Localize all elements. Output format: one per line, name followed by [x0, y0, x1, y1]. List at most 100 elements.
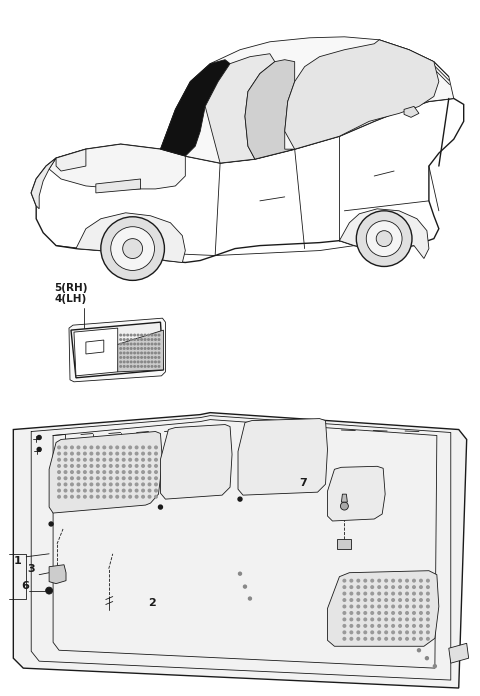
- Circle shape: [357, 618, 360, 621]
- Circle shape: [155, 361, 156, 363]
- Circle shape: [413, 612, 415, 615]
- Circle shape: [141, 339, 143, 340]
- Circle shape: [58, 496, 60, 498]
- Polygon shape: [31, 98, 464, 262]
- Circle shape: [357, 612, 360, 615]
- Circle shape: [134, 343, 135, 345]
- Circle shape: [385, 592, 387, 595]
- Circle shape: [109, 459, 112, 461]
- Circle shape: [103, 459, 106, 461]
- Circle shape: [357, 606, 360, 608]
- Polygon shape: [74, 328, 118, 376]
- Circle shape: [58, 477, 60, 480]
- Circle shape: [366, 221, 402, 257]
- Circle shape: [249, 597, 252, 600]
- Circle shape: [399, 638, 401, 640]
- Circle shape: [155, 339, 156, 340]
- Text: 6: 6: [21, 580, 29, 591]
- Circle shape: [71, 483, 73, 486]
- Text: 3: 3: [27, 564, 35, 574]
- Circle shape: [84, 483, 86, 486]
- Circle shape: [364, 599, 367, 601]
- Circle shape: [64, 465, 67, 467]
- Circle shape: [96, 465, 99, 467]
- Circle shape: [131, 348, 132, 349]
- Circle shape: [129, 446, 132, 449]
- Circle shape: [122, 489, 125, 492]
- Circle shape: [364, 618, 367, 621]
- Circle shape: [350, 579, 353, 582]
- Circle shape: [158, 356, 160, 358]
- Circle shape: [343, 599, 346, 601]
- Circle shape: [343, 638, 346, 640]
- Circle shape: [58, 489, 60, 492]
- Circle shape: [137, 361, 139, 363]
- Circle shape: [420, 612, 422, 615]
- Circle shape: [116, 446, 119, 449]
- Circle shape: [413, 631, 415, 633]
- Circle shape: [141, 348, 143, 349]
- Polygon shape: [160, 60, 230, 156]
- Circle shape: [148, 365, 149, 367]
- Circle shape: [406, 592, 408, 595]
- Circle shape: [144, 352, 146, 354]
- Circle shape: [378, 624, 381, 627]
- Circle shape: [356, 211, 412, 267]
- Circle shape: [427, 638, 429, 640]
- Circle shape: [385, 606, 387, 608]
- Circle shape: [158, 365, 160, 367]
- Circle shape: [103, 465, 106, 467]
- Circle shape: [378, 599, 381, 601]
- Circle shape: [90, 470, 93, 473]
- Circle shape: [137, 365, 139, 367]
- Polygon shape: [49, 144, 185, 189]
- Circle shape: [111, 227, 155, 271]
- Circle shape: [77, 483, 80, 486]
- Circle shape: [406, 631, 408, 633]
- Circle shape: [343, 624, 346, 627]
- Circle shape: [109, 483, 112, 486]
- Circle shape: [151, 356, 153, 358]
- Circle shape: [427, 599, 429, 601]
- Circle shape: [148, 446, 151, 449]
- Circle shape: [385, 579, 387, 582]
- Circle shape: [120, 356, 121, 358]
- Circle shape: [71, 446, 73, 449]
- Circle shape: [385, 618, 387, 621]
- Circle shape: [137, 343, 139, 345]
- Circle shape: [135, 483, 138, 486]
- Circle shape: [155, 470, 157, 473]
- Circle shape: [64, 452, 67, 455]
- Circle shape: [155, 348, 156, 349]
- Polygon shape: [327, 571, 439, 647]
- Circle shape: [155, 477, 157, 480]
- Circle shape: [64, 459, 67, 461]
- Circle shape: [148, 356, 149, 358]
- Circle shape: [142, 489, 144, 492]
- Circle shape: [378, 579, 381, 582]
- Circle shape: [350, 606, 353, 608]
- Circle shape: [96, 483, 99, 486]
- Circle shape: [371, 612, 373, 615]
- Circle shape: [120, 352, 121, 354]
- Circle shape: [46, 587, 53, 594]
- Circle shape: [420, 631, 422, 633]
- Circle shape: [385, 624, 387, 627]
- Circle shape: [151, 352, 153, 354]
- Circle shape: [392, 624, 395, 627]
- Circle shape: [357, 638, 360, 640]
- Circle shape: [129, 459, 132, 461]
- Circle shape: [399, 579, 401, 582]
- Circle shape: [109, 452, 112, 455]
- Circle shape: [90, 452, 93, 455]
- Circle shape: [350, 592, 353, 595]
- Circle shape: [158, 348, 160, 349]
- Circle shape: [420, 624, 422, 627]
- Circle shape: [131, 365, 132, 367]
- Circle shape: [49, 522, 53, 526]
- Circle shape: [155, 483, 157, 486]
- Circle shape: [427, 586, 429, 588]
- Circle shape: [71, 452, 73, 455]
- Circle shape: [58, 483, 60, 486]
- Circle shape: [131, 361, 132, 363]
